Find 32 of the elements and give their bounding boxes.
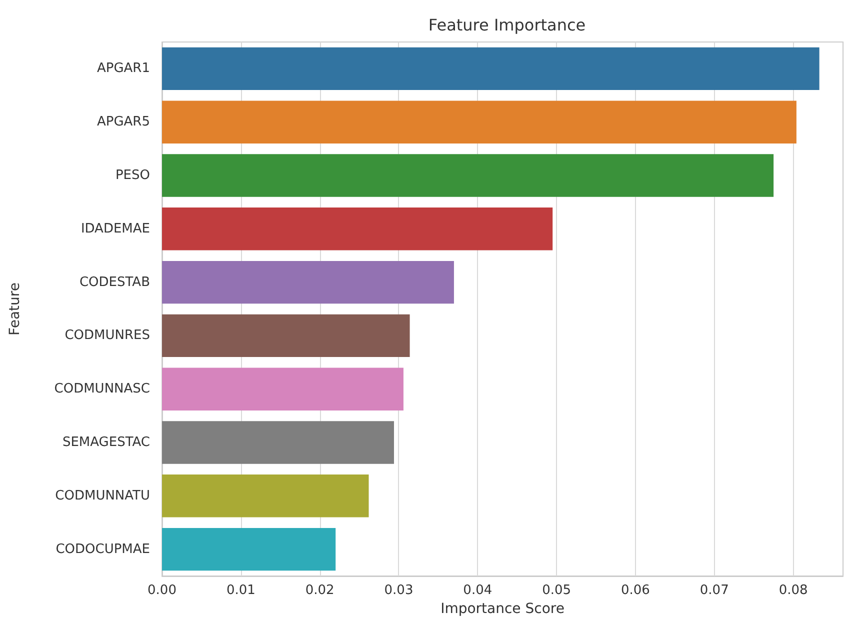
x-tick-label: 0.02 — [305, 583, 334, 598]
bar — [162, 421, 394, 464]
x-tick-label: 0.00 — [148, 583, 176, 598]
bar — [162, 208, 553, 250]
y-tick-label: APGAR1 — [96, 61, 150, 76]
bar — [162, 528, 336, 571]
bar — [162, 474, 369, 518]
y-tick-label: CODESTAB — [79, 274, 150, 290]
x-tick-label: 0.04 — [463, 583, 492, 598]
x-tick-label: 0.05 — [542, 583, 572, 598]
chart-title: Feature Importance — [428, 16, 586, 34]
y-tick-label: APGAR5 — [96, 114, 150, 130]
bar — [162, 100, 796, 144]
bar — [162, 154, 774, 197]
bar — [162, 260, 454, 304]
y-tick-label: CODOCUPMAE — [56, 542, 150, 557]
bar — [162, 314, 410, 358]
y-tick-label: IDADEMAE — [80, 221, 150, 236]
y-tick-label: CODMUNRES — [64, 328, 150, 344]
bar — [162, 368, 404, 410]
y-tick-label: CODMUNNATU — [55, 488, 150, 504]
x-tick-label: 0.01 — [226, 583, 256, 598]
y-tick-label: PESO — [115, 168, 150, 183]
x-tick-label: 0.06 — [620, 583, 650, 598]
bar — [162, 47, 820, 90]
x-axis-title: Importance Score — [440, 601, 564, 617]
y-tick-label: SEMAGESTAC — [62, 435, 150, 450]
y-axis-title: Feature — [7, 282, 23, 336]
y-tick-label: CODMUNNASC — [54, 382, 150, 397]
x-tick-label: 0.08 — [778, 583, 808, 598]
x-tick-label: 0.07 — [700, 583, 729, 598]
x-tick-label: 0.03 — [384, 583, 414, 598]
